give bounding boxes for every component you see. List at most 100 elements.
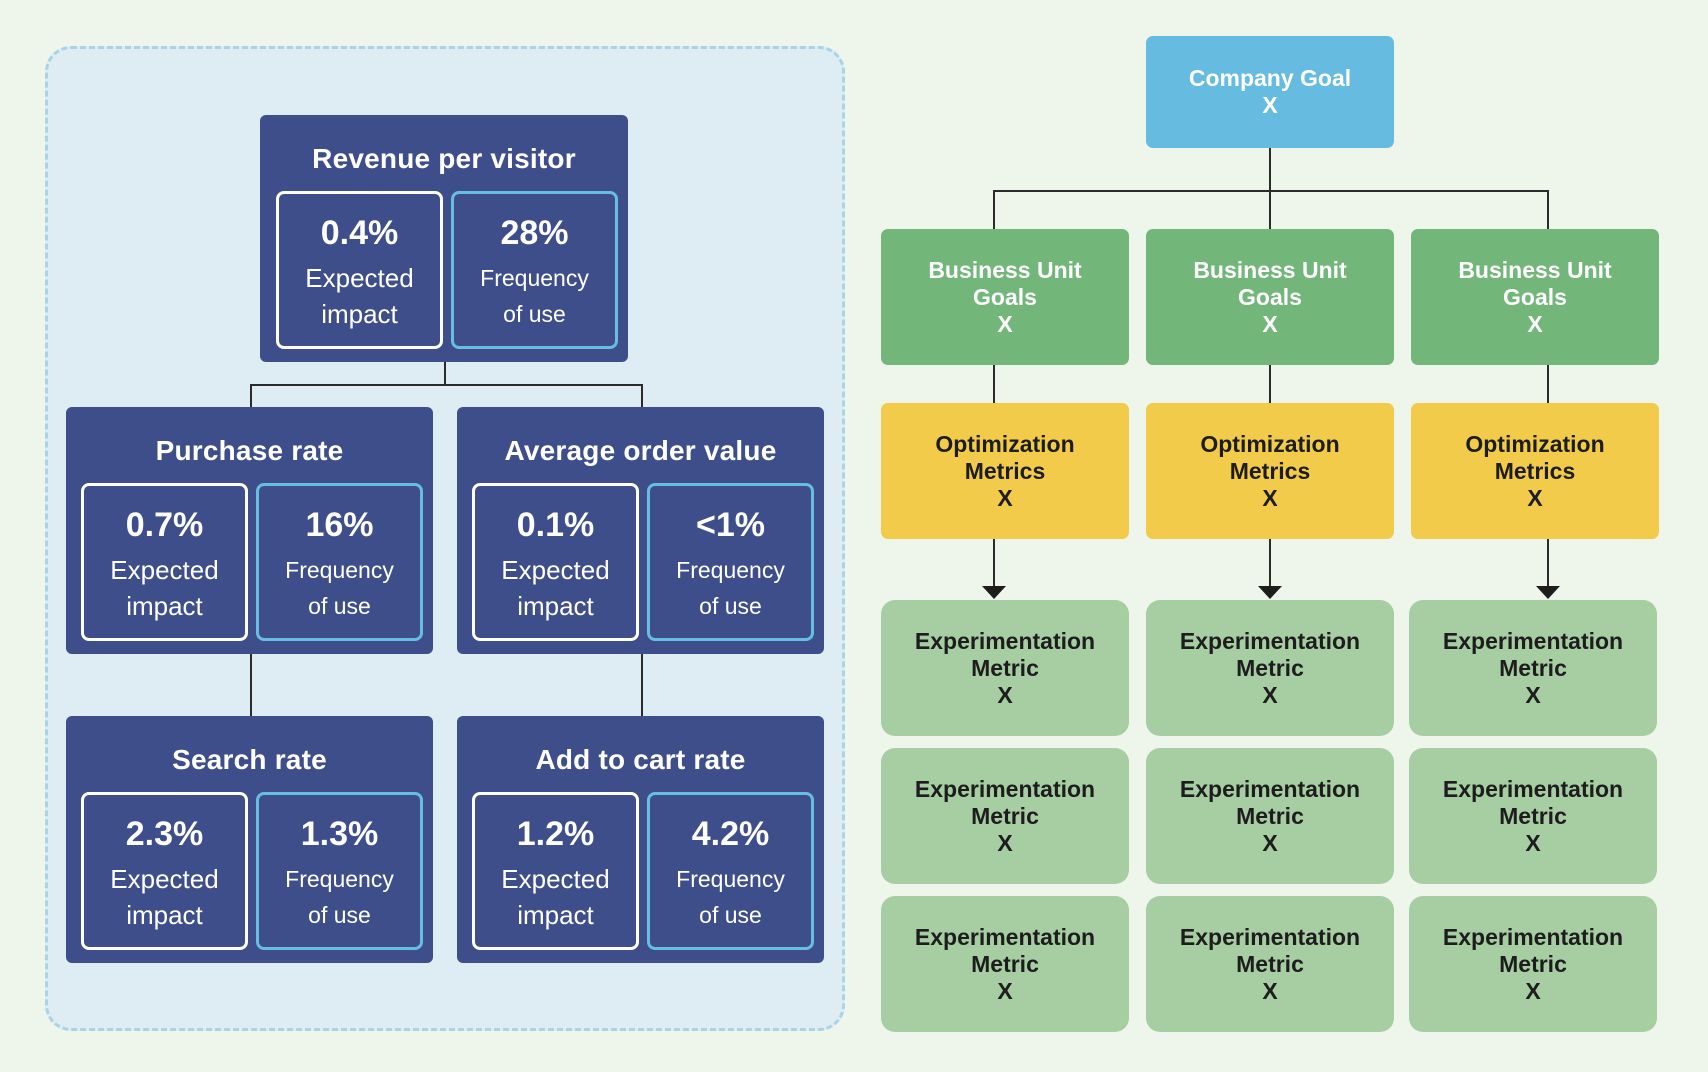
box-value: X xyxy=(1527,310,1543,337)
connector xyxy=(250,654,252,717)
box-label: Metrics xyxy=(1229,457,1311,484)
connector xyxy=(1269,538,1271,591)
expected-impact-box: 0.1% Expected impact xyxy=(472,483,639,641)
box-label: Experimentation xyxy=(1179,627,1361,654)
box-value: X xyxy=(1525,977,1541,1004)
box-value: X xyxy=(1525,681,1541,708)
experimentation-metric-box: Experimentation Metric X xyxy=(1409,600,1657,736)
box-label: Experimentation xyxy=(1442,775,1624,802)
box-label: Experimentation xyxy=(914,923,1096,950)
box-value: X xyxy=(997,484,1013,511)
experimentation-metric-box: Experimentation Metric X xyxy=(1409,896,1657,1032)
box-value: X xyxy=(1262,681,1278,708)
expected-impact-box: 0.7% Expected impact xyxy=(81,483,248,641)
business-unit-goals-box: Business Unit Goals X xyxy=(1411,229,1659,365)
box-label: Experimentation xyxy=(914,627,1096,654)
metric-node-average-order-value: Average order value 0.1% Expected impact… xyxy=(457,407,824,654)
frequency-label: Frequency of use xyxy=(285,866,394,928)
frequency-value: 16% xyxy=(305,506,374,544)
frequency-label: Frequency of use xyxy=(285,557,394,619)
metric-node-add-to-cart-rate: Add to cart rate 1.2% Expected impact 4.… xyxy=(457,716,824,963)
expected-impact-box: 2.3% Expected impact xyxy=(81,792,248,950)
box-label: Metrics xyxy=(964,457,1046,484)
optimization-metrics-box: Optimization Metrics X xyxy=(1411,403,1659,539)
connector xyxy=(1547,538,1549,591)
box-label: Experimentation xyxy=(1179,775,1361,802)
box-label: Metric xyxy=(1236,802,1304,829)
optimization-metrics-box: Optimization Metrics X xyxy=(1146,403,1394,539)
box-label: Metric xyxy=(1499,802,1567,829)
box-value: X xyxy=(1262,829,1278,856)
experimentation-metric-box: Experimentation Metric X xyxy=(1409,748,1657,884)
experimentation-metric-box: Experimentation Metric X xyxy=(881,896,1129,1032)
connector xyxy=(993,190,1549,192)
experimentation-metric-box: Experimentation Metric X xyxy=(1146,600,1394,736)
business-unit-goals-box: Business Unit Goals X xyxy=(881,229,1129,365)
arrow-down-icon xyxy=(982,586,1006,599)
box-value: X xyxy=(997,977,1013,1004)
frequency-value: 1.3% xyxy=(300,815,379,853)
box-value: X xyxy=(1262,977,1278,1004)
company-goal-label: Company Goal xyxy=(1188,65,1352,91)
arrow-down-icon xyxy=(1536,586,1560,599)
frequency-value: 4.2% xyxy=(691,815,770,853)
box-label: Metric xyxy=(1499,950,1567,977)
connector xyxy=(250,384,252,408)
box-value: X xyxy=(1262,310,1278,337)
frequency-label: Frequency of use xyxy=(480,265,589,327)
connector xyxy=(1547,364,1549,404)
box-label: Metric xyxy=(971,654,1039,681)
expected-impact-box: 1.2% Expected impact xyxy=(472,792,639,950)
connector xyxy=(993,364,995,404)
box-label: Goals xyxy=(973,283,1037,310)
box-value: X xyxy=(997,310,1013,337)
experimentation-metric-box: Experimentation Metric X xyxy=(881,748,1129,884)
connector xyxy=(1269,364,1271,404)
impact-value: 2.3% xyxy=(125,815,204,853)
impact-value: 0.4% xyxy=(320,214,399,252)
box-value: X xyxy=(1262,484,1278,511)
box-label: Metrics xyxy=(1494,457,1576,484)
box-label: Goals xyxy=(1238,283,1302,310)
box-label: Business Unit xyxy=(1458,256,1612,283)
box-label: Metric xyxy=(971,802,1039,829)
frequency-value: 28% xyxy=(500,214,569,252)
experimentation-metric-box: Experimentation Metric X xyxy=(881,600,1129,736)
impact-label: Expected impact xyxy=(110,555,219,621)
connector xyxy=(993,190,995,230)
box-label: Experimentation xyxy=(1442,923,1624,950)
box-label: Optimization xyxy=(1465,430,1605,457)
frequency-of-use-box: 16% Frequency of use xyxy=(256,483,423,641)
box-value: X xyxy=(997,829,1013,856)
box-label: Optimization xyxy=(1200,430,1340,457)
box-label: Optimization xyxy=(935,430,1075,457)
node-title: Purchase rate xyxy=(155,435,344,466)
impact-label: Expected impact xyxy=(501,864,610,930)
box-label: Metric xyxy=(1236,654,1304,681)
box-value: X xyxy=(1527,484,1543,511)
frequency-label: Frequency of use xyxy=(676,866,785,928)
connector xyxy=(641,384,643,408)
expected-impact-box: 0.4% Expected impact xyxy=(276,191,443,349)
frequency-of-use-box: <1% Frequency of use xyxy=(647,483,814,641)
metric-node-purchase-rate: Purchase rate 0.7% Expected impact 16% F… xyxy=(66,407,433,654)
frequency-of-use-box: 1.3% Frequency of use xyxy=(256,792,423,950)
node-title: Search rate xyxy=(172,744,327,775)
frequency-value: <1% xyxy=(696,506,765,544)
metric-node-search-rate: Search rate 2.3% Expected impact 1.3% Fr… xyxy=(66,716,433,963)
connector xyxy=(1547,190,1549,230)
connector xyxy=(444,361,446,385)
impact-value: 1.2% xyxy=(516,815,595,853)
node-title: Add to cart rate xyxy=(535,744,746,775)
connector xyxy=(1269,148,1271,230)
box-label: Metric xyxy=(1499,654,1567,681)
box-value: X xyxy=(997,681,1013,708)
arrow-down-icon xyxy=(1258,586,1282,599)
box-value: X xyxy=(1525,829,1541,856)
experimentation-metric-box: Experimentation Metric X xyxy=(1146,896,1394,1032)
experimentation-metric-box: Experimentation Metric X xyxy=(1146,748,1394,884)
box-label: Experimentation xyxy=(1442,627,1624,654)
company-goal-box: Company Goal X xyxy=(1146,36,1394,148)
frequency-label: Frequency of use xyxy=(676,557,785,619)
business-unit-goals-box: Business Unit Goals X xyxy=(1146,229,1394,365)
